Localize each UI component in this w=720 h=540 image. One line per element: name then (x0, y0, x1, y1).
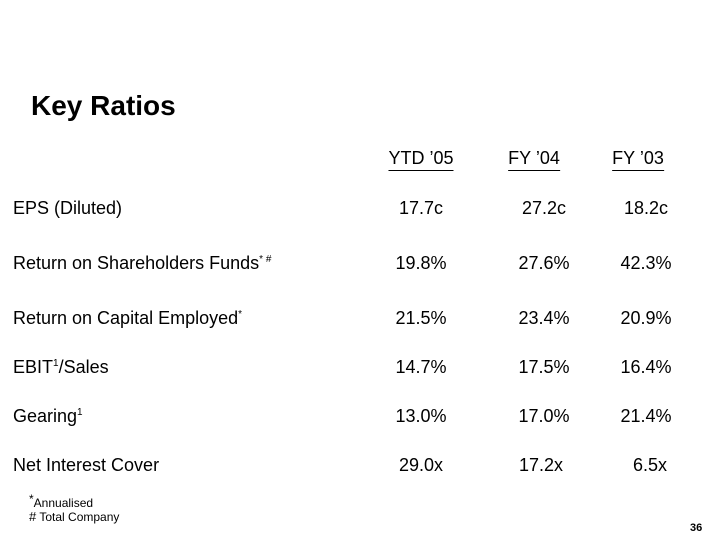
row-label-superscript: * (238, 309, 243, 320)
row-label-superscript: 1 (77, 407, 83, 418)
table-cell: 17.7c (398, 198, 444, 218)
table-cell: 29.0x (398, 455, 444, 475)
row-label-text: Return on Shareholders Funds (13, 253, 260, 273)
table-cell: 21.5% (395, 308, 447, 328)
table-cell: 17.2x (518, 455, 564, 475)
table-cell: 18.2c (623, 198, 669, 218)
row-label-suffix: /Sales (58, 357, 109, 377)
table-cell: 27.6% (518, 253, 570, 273)
footnote-annualised: *Annualised (29, 492, 93, 510)
row-label-text: Gearing (13, 406, 78, 426)
column-header-fy04: FY ’04 (508, 147, 560, 171)
row-label-net-interest-cover: Net Interest Cover (13, 454, 159, 476)
footnote-text: Total Company (36, 510, 120, 524)
column-header-fy03: FY ’03 (612, 147, 664, 171)
footnote-symbol: # (29, 509, 37, 524)
table-cell: 6.5x (632, 455, 668, 475)
row-label-ebit-sales: EBIT1/Sales (13, 356, 109, 378)
footnote-symbol: * (29, 492, 34, 506)
table-cell: 16.4% (620, 357, 672, 377)
row-label-text: EPS (Diluted) (13, 198, 123, 218)
row-label-text: Net Interest Cover (13, 455, 160, 475)
page-title: Key Ratios (31, 90, 176, 121)
table-cell: 19.8% (395, 253, 447, 273)
row-label-superscript: 1 (53, 358, 59, 369)
row-label-return-on-shareholders-funds: Return on Shareholders Funds* # (13, 252, 271, 274)
table-cell: 14.7% (395, 357, 447, 377)
table-cell: 21.4% (620, 406, 672, 426)
page-number: 36 (690, 522, 703, 534)
table-cell: 23.4% (518, 308, 570, 328)
table-cell: 17.5% (518, 357, 570, 377)
table-cell: 42.3% (620, 253, 672, 273)
row-label-eps: EPS (Diluted) (13, 197, 122, 219)
table-cell: 27.2c (521, 198, 567, 218)
row-label-text: EBIT (13, 357, 54, 377)
column-header-label: FY ’04 (508, 147, 560, 171)
row-label-text: Return on Capital Employed (13, 308, 239, 328)
row-label-gearing: Gearing1 (13, 405, 83, 427)
column-header-label: FY ’03 (612, 147, 664, 171)
column-header-label: YTD ’05 (388, 147, 454, 171)
column-header-ytd05: YTD ’05 (388, 147, 454, 171)
table-cell: 17.0% (518, 406, 570, 426)
row-label-return-on-capital-employed: Return on Capital Employed* (13, 307, 242, 329)
table-cell: 20.9% (620, 308, 672, 328)
footnote-text: Annualised (33, 496, 94, 510)
table-cell: 13.0% (395, 406, 447, 426)
row-label-superscript: * # (259, 254, 272, 265)
footnote-total-company: # Total Company (29, 509, 120, 525)
